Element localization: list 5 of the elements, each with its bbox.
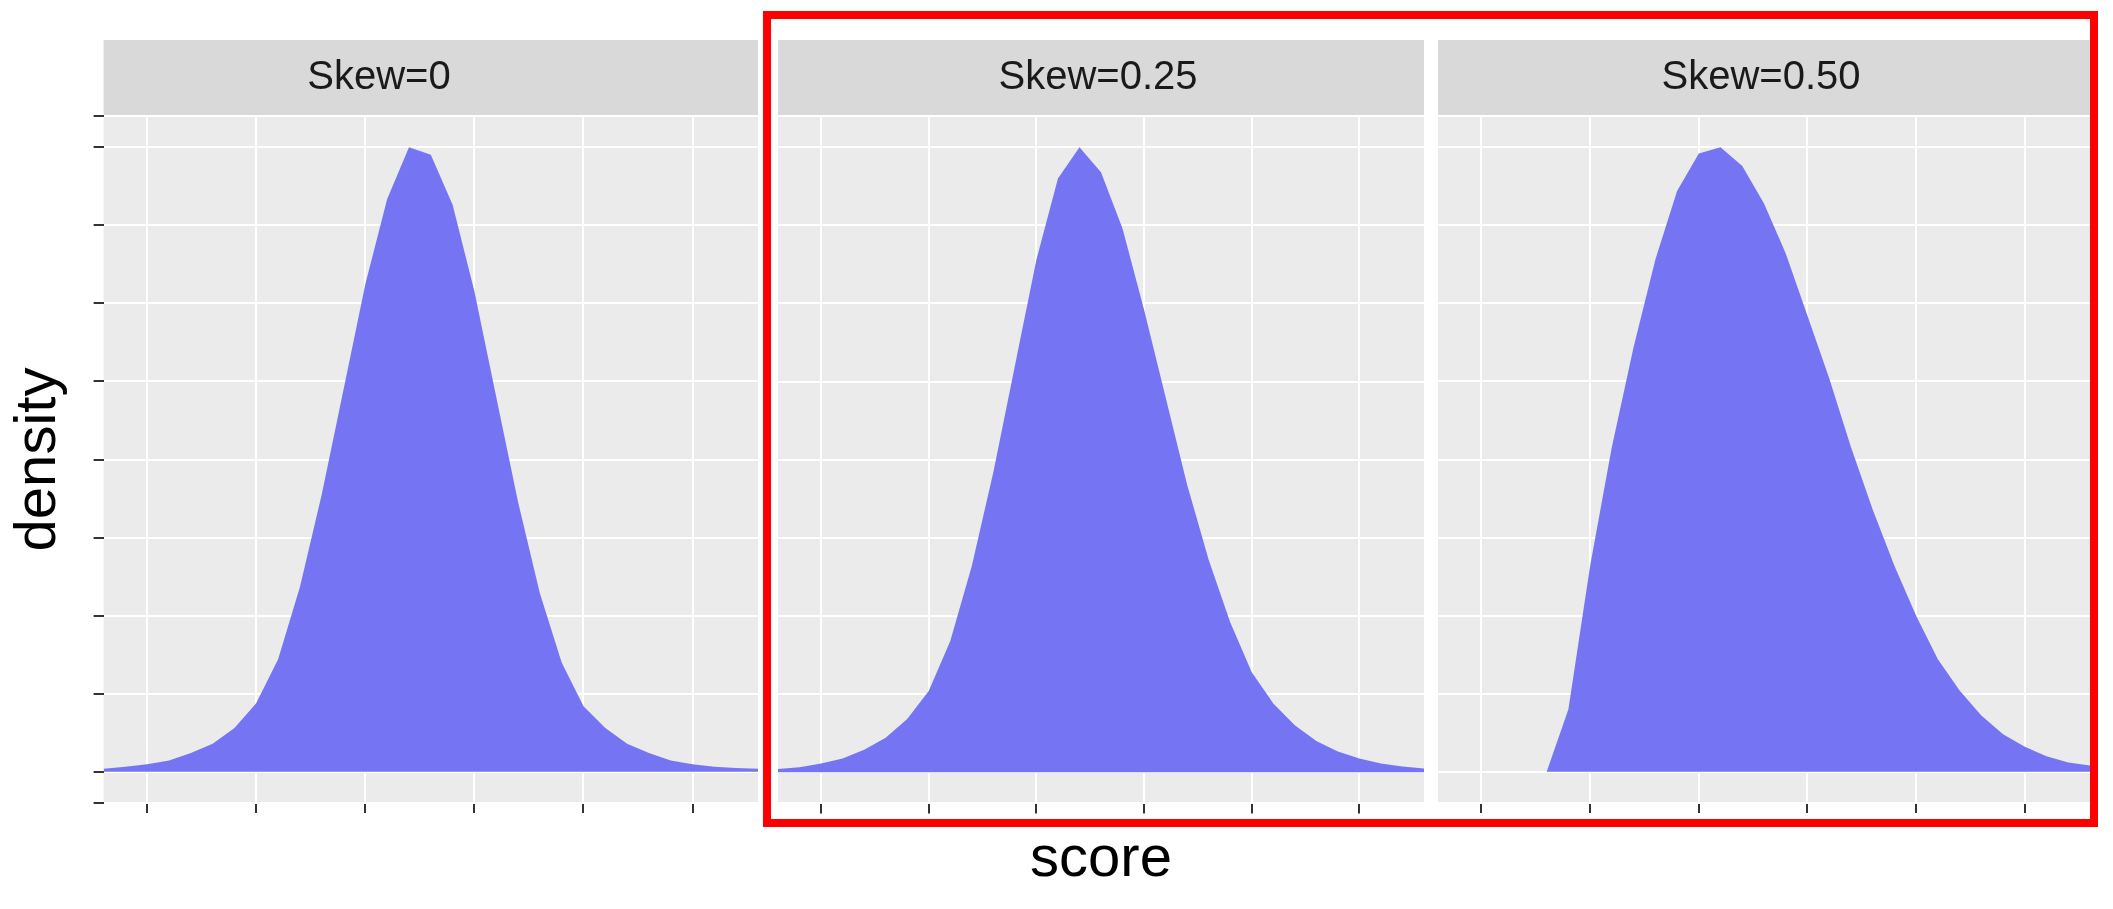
chart-title: Skew=0.50 xyxy=(1661,53,1861,98)
x-axis-title: score xyxy=(1030,823,1172,889)
chart-title: Skew=0.25 xyxy=(998,53,1198,98)
y-axis-title: density xyxy=(1,367,67,552)
chart-title: Skew=0 xyxy=(307,53,451,98)
